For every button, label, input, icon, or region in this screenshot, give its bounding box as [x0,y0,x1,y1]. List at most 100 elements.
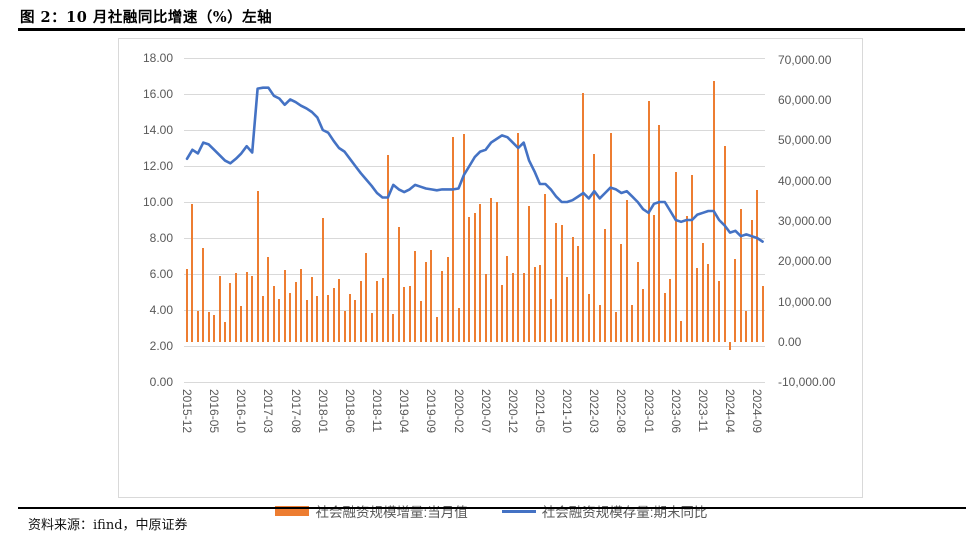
bar-2016-06 [218,276,221,342]
bar-2020-06 [479,203,482,342]
bar-2022-03 [593,154,596,342]
left-axis-tick-label: 10.00 [142,195,173,209]
bar-2017-10 [305,300,308,342]
bar-2016-03 [202,247,205,342]
bar-2018-08 [359,280,362,342]
bar-2024-02 [718,280,721,342]
bar-2020-03 [462,133,465,342]
bar-2023-04 [663,292,666,342]
bar-2023-05 [669,279,672,342]
bar-2021-08 [555,222,558,342]
right-axis-tick-label: 60,000.00 [778,92,832,107]
chart-legend: 社会融资规模增量:当月值 社会融资规模存量:期末同比 [119,501,864,521]
bar-2018-10 [370,312,373,342]
bar-2019-10 [435,317,438,342]
bar-2021-03 [528,206,531,342]
line-series-swatch-icon [501,509,536,513]
gridline [184,202,765,203]
bar-2017-05 [278,299,281,342]
bar-2024-06 [739,209,742,342]
bar-series-swatch-icon [275,506,310,516]
bar-2021-02 [522,273,525,342]
bar-2021-04 [533,267,536,342]
gridline [184,166,765,167]
bar-2022-05 [604,229,607,342]
bar-2020-01 [452,137,455,342]
bar-2018-03 [332,288,335,342]
bar-2018-06 [348,294,351,342]
bar-2019-04 [403,287,406,342]
bar-2020-07 [484,273,487,342]
left-axis-tick-label: 18.00 [142,51,173,65]
bar-2021-05 [538,264,541,342]
bar-2016-08 [229,282,232,342]
bar-2015-12 [186,268,188,342]
gridline [184,94,765,95]
bar-2018-05 [343,311,346,342]
bar-2019-08 [424,262,427,342]
bar-2019-02 [392,313,395,342]
bar-2020-05 [473,213,476,342]
legend-label-line: 社会融资规模存量:期末同比 [541,505,708,520]
bar-2020-10 [500,284,503,342]
bar-2016-04 [207,311,210,342]
plot-area: 0.00 2.00 4.00 6.00 8.00 10.00 12.00 14.00 16.00… [119,39,864,499]
bar-2019-12 [446,257,449,342]
bar-2017-12 [316,296,319,342]
gridline [184,382,765,383]
gridline [184,130,765,131]
gridline [184,346,765,347]
left-axis-tick-label: 12.00 [142,159,173,173]
bar-2018-09 [365,252,368,342]
left-axis-tick-label: 14.00 [142,123,173,137]
left-axis-tick-label: 16.00 [142,87,173,101]
bar-2022-06 [609,133,612,342]
figure-title: 图 2：10 月社融同比增速（%）左轴 [20,9,273,26]
bar-2020-08 [490,197,493,342]
bar-2023-12 [707,263,710,342]
bar-2019-09 [430,250,433,342]
source-rule [18,507,966,509]
bar-2022-11 [636,261,639,342]
title-rule [18,28,965,31]
chart-frame: 0.00 2.00 4.00 6.00 8.00 10.00 12.00 14.00 16.00… [118,38,864,520]
bar-2024-08 [750,219,753,342]
left-axis-tick-label: 0.00 [149,375,173,389]
bar-2022-04 [598,305,601,342]
legend-item-bars: 社会融资规模增量:当月值 [275,501,468,521]
bar-2018-07 [354,300,357,342]
bar-2020-11 [506,256,509,342]
trend-line [185,86,764,243]
bar-2019-03 [397,226,400,342]
bar-2018-04 [338,279,340,342]
bar-2017-08 [294,282,297,342]
bar-2023-02 [653,214,655,342]
bar-2023-08 [685,216,688,342]
bar-2016-07 [224,322,226,342]
bar-2023-03 [658,124,661,342]
right-axis-tick-label: -10,000.00 [778,375,836,390]
bar-2022-09 [625,199,628,342]
bar-2021-07 [549,299,552,342]
right-axis-tick-label: 30,000.00 [778,213,832,228]
bar-2024-04 [729,342,731,350]
left-axis-tick-label: 2.00 [149,339,173,353]
bar-2016-01 [191,204,194,342]
bar-2018-01 [321,217,324,342]
bar-2017-06 [283,270,286,342]
bar-2023-06 [674,171,677,342]
gridline [184,58,765,59]
bar-2020-02 [457,307,460,342]
bar-2016-02 [196,310,199,342]
bar-2017-07 [289,292,292,342]
bar-2024-09 [756,190,759,342]
bar-2024-10 [761,285,764,342]
bar-2021-09 [560,225,563,342]
bar-2024-05 [734,258,737,342]
bar-2020-09 [495,201,498,342]
bar-2017-01 [256,191,259,342]
bar-2016-05 [213,315,216,342]
bar-2019-05 [408,285,411,342]
bar-2018-02 [327,294,330,342]
right-axis-tick-label: 40,000.00 [778,173,832,188]
